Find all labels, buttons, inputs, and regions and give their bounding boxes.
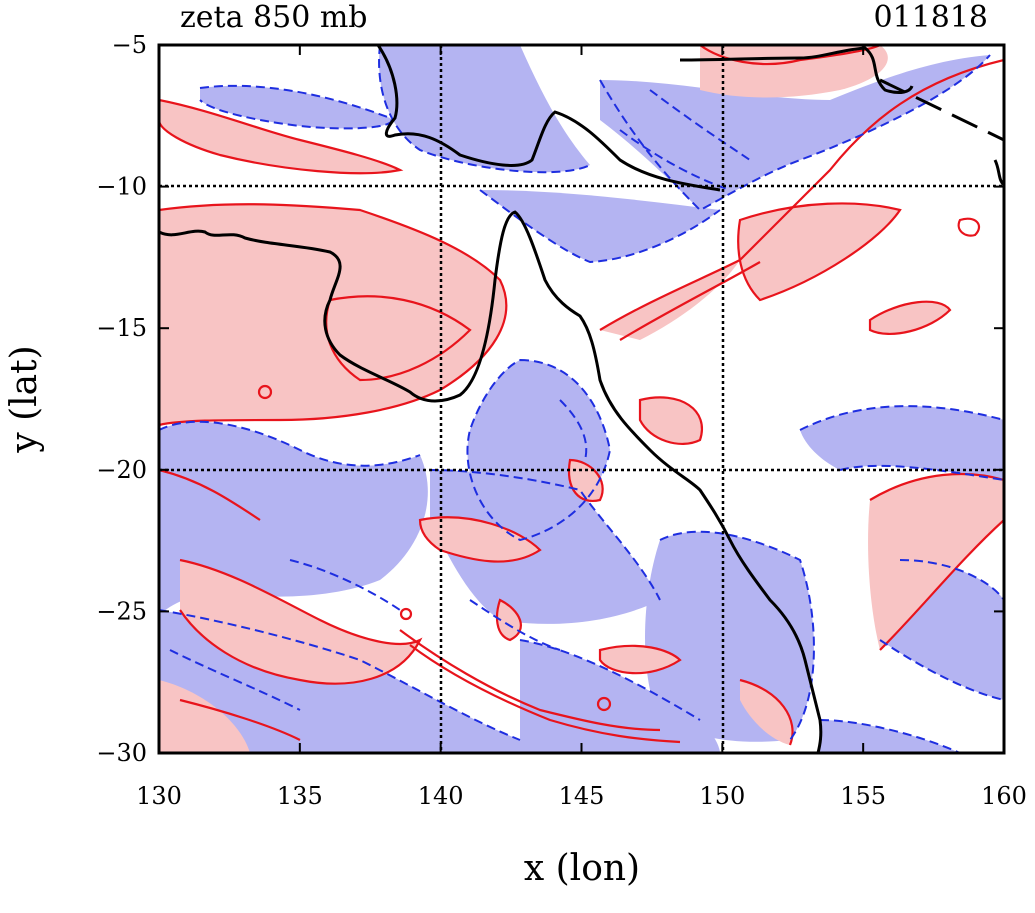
positive-contour-lines [159, 45, 1004, 746]
map-area [159, 45, 1004, 753]
x-tick-label: 140 [418, 782, 464, 810]
y-axis-ticks: −5 −10 −15 −20 −25 −30 [96, 31, 1004, 767]
map-date-code: 011818 [873, 0, 988, 35]
y-tick-label: −25 [96, 597, 147, 625]
graticule [159, 45, 1004, 753]
y-axis-label: y (lat) [4, 345, 45, 453]
x-tick-label: 130 [136, 782, 182, 810]
x-axis-label: x (lon) [524, 848, 640, 889]
y-tick-label: −15 [96, 314, 147, 342]
y-tick-label: −30 [96, 739, 147, 767]
x-tick-label: 155 [840, 782, 886, 810]
boundary-dashed-line [879, 78, 1004, 142]
x-tick-label: 145 [559, 782, 605, 810]
y-tick-label: −5 [112, 31, 147, 59]
y-tick-label: −20 [96, 456, 147, 484]
x-tick-label: 160 [981, 782, 1027, 810]
x-tick-label: 150 [699, 782, 745, 810]
negative-contour-lines [159, 45, 1004, 753]
coastline [159, 45, 1004, 753]
y-tick-label: −10 [96, 173, 147, 201]
map-title: zeta 850 mb [180, 0, 368, 35]
x-axis-ticks: 130 135 140 145 150 155 160 [136, 45, 1027, 810]
x-tick-label: 135 [277, 782, 323, 810]
